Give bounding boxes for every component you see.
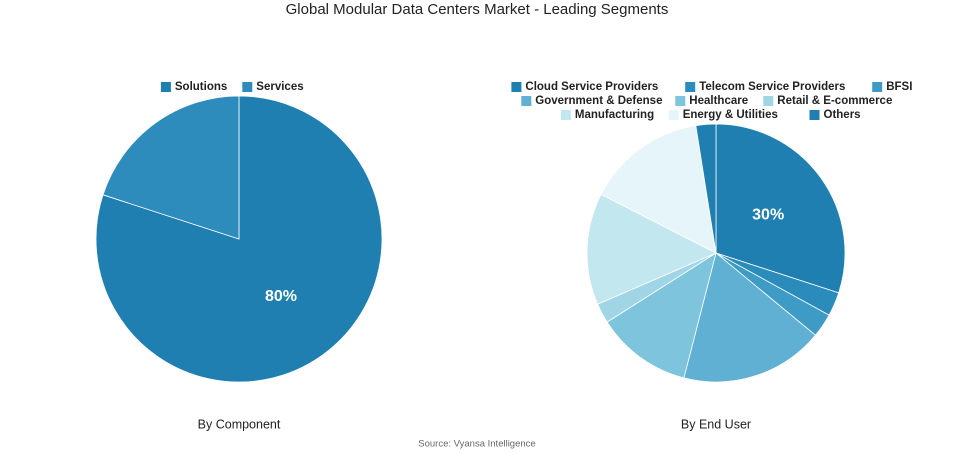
data-label: 80% [265, 288, 297, 305]
legend-swatch [675, 96, 686, 106]
legend-swatch [521, 96, 532, 106]
pie-slice [606, 252, 717, 379]
legend-label: Others [824, 109, 861, 121]
legend-swatch [560, 110, 571, 120]
source: Source: Vyansa Intelligence [418, 439, 535, 450]
legend-label: Energy & Utilities [683, 109, 778, 121]
legend-label: Cloud Service Providers [525, 81, 658, 93]
legend-label: Services [256, 81, 303, 93]
pie-slice [715, 123, 846, 294]
pie-slice [683, 252, 816, 383]
axis-label: By End User [681, 417, 751, 431]
legend-swatch [685, 82, 696, 92]
legend-label: Government & Defense [535, 95, 662, 107]
pie-slice [586, 193, 717, 305]
legend-swatch [763, 96, 774, 106]
pie-slice [695, 123, 717, 254]
legend-label: Solutions [175, 81, 227, 93]
legend-swatch [242, 82, 253, 92]
pie-slice [600, 125, 717, 254]
chart-title: Global Modular Data Centers Market - Lea… [286, 1, 669, 18]
legend-label: Retail & E-commerce [777, 95, 892, 107]
legend-swatch [511, 82, 522, 92]
pie-slice [102, 95, 240, 240]
legend-swatch [668, 110, 679, 120]
axis-label: By Component [198, 417, 281, 431]
legend-swatch [160, 82, 171, 92]
legend-label: Telecom Service Providers [699, 81, 845, 93]
legend-swatch [872, 82, 883, 92]
legend-label: BFSI [886, 81, 912, 93]
legend-label: Manufacturing [575, 109, 654, 121]
legend-swatch [809, 110, 820, 120]
data-label: 30% [752, 206, 784, 223]
legend-label: Healthcare [689, 95, 748, 107]
